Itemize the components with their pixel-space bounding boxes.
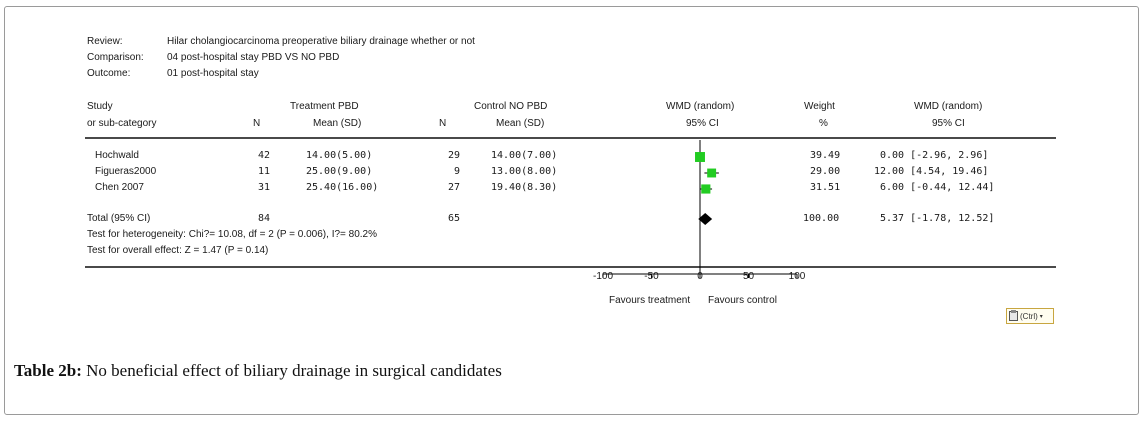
mean-treatment: 25.00(9.00) xyxy=(306,166,373,177)
total-label: Total (95% CI) xyxy=(87,213,151,224)
n-control: 29 xyxy=(447,150,460,161)
paste-options-label: (Ctrl) xyxy=(1020,311,1038,321)
axis-tick-label: 0 xyxy=(697,271,703,282)
total-weight: 100.00 xyxy=(803,213,840,224)
header-subcategory: or sub-category xyxy=(87,118,157,129)
axis-tick-label: 100 xyxy=(788,271,806,282)
header-rule xyxy=(85,137,1056,139)
axis-tick-label: -100 xyxy=(592,271,613,282)
outcome-value: 01 post-hospital stay xyxy=(167,68,259,79)
mean-control: 14.00(7.00) xyxy=(491,150,558,161)
study-name: Figueras2000 xyxy=(95,166,157,177)
comparison-value: 04 post-hospital stay PBD VS NO PBD xyxy=(167,52,340,63)
header-wmd-ci: 95% CI xyxy=(932,118,965,129)
header-mean-control: Mean (SD) xyxy=(496,118,545,129)
header-wmd: WMD (random) xyxy=(914,101,983,112)
axis-tick-label: 50 xyxy=(742,271,755,282)
study-name: Hochwald xyxy=(95,150,139,161)
footer-rule xyxy=(85,266,1056,268)
total-n-control: 65 xyxy=(447,213,460,224)
header-n-control: N xyxy=(439,118,447,129)
mean-control: 13.00(8.00) xyxy=(491,166,558,177)
header-study: Study xyxy=(87,101,113,112)
header-n-treatment: N xyxy=(253,118,261,129)
header-mean-treatment: Mean (SD) xyxy=(313,118,362,129)
header-control: Control NO PBD xyxy=(474,101,548,112)
chevron-down-icon: ▾ xyxy=(1039,313,1043,320)
weight-value: 39.49 xyxy=(810,150,841,161)
favours-control-label: Favours control xyxy=(708,295,777,306)
header-weight: Weight xyxy=(804,101,835,112)
total-n-treatment: 84 xyxy=(257,213,270,224)
weight-value: 29.00 xyxy=(810,166,841,177)
overall-effect-test: Test for overall effect: Z = 1.47 (P = 0… xyxy=(87,245,269,256)
favours-treatment-label: Favours treatment xyxy=(609,295,691,306)
axis-tick-label: -50 xyxy=(644,271,659,282)
table-caption: Table 2b: No beneficial effect of biliar… xyxy=(14,361,502,381)
heterogeneity-test: Test for heterogeneity: Chi?= 10.08, df … xyxy=(87,229,378,240)
weight-value: 31.51 xyxy=(810,182,841,193)
n-treatment: 11 xyxy=(257,166,270,177)
wmd-ci-value: 6.00 [-0.44, 12.44] xyxy=(880,182,995,193)
n-treatment: 31 xyxy=(257,182,270,193)
header-wmd-plot-ci: 95% CI xyxy=(686,118,719,129)
header-wmd-plot: WMD (random) xyxy=(666,101,735,112)
caption-text: No beneficial effect of biliary drainage… xyxy=(81,361,502,380)
mean-control: 19.40(8.30) xyxy=(491,182,558,193)
n-control: 9 xyxy=(453,166,460,177)
caption-label: Table 2b: xyxy=(14,361,82,380)
total-ci: 5.37 [-1.78, 12.52] xyxy=(880,213,995,224)
study-name: Chen 2007 xyxy=(95,182,144,193)
wmd-ci-value: 0.00 [-2.96, 2.96] xyxy=(880,150,989,161)
paste-options-button[interactable]: (Ctrl) ▾ xyxy=(1006,308,1054,324)
n-control: 27 xyxy=(447,182,460,193)
header-treatment: Treatment PBD xyxy=(290,101,359,112)
n-treatment: 42 xyxy=(257,150,270,161)
comparison-label: Comparison: xyxy=(87,52,144,63)
header-weight-pct: % xyxy=(819,118,828,129)
mean-treatment: 14.00(5.00) xyxy=(306,150,373,161)
outcome-label: Outcome: xyxy=(87,68,131,79)
wmd-ci-value: 12.00 [4.54, 19.46] xyxy=(874,166,989,177)
review-label: Review: xyxy=(87,36,123,47)
review-value: Hilar cholangiocarcinoma preoperative bi… xyxy=(167,36,475,47)
clipboard-icon xyxy=(1009,310,1018,321)
figure-frame xyxy=(4,6,1139,415)
mean-treatment: 25.40(16.00) xyxy=(306,182,379,193)
